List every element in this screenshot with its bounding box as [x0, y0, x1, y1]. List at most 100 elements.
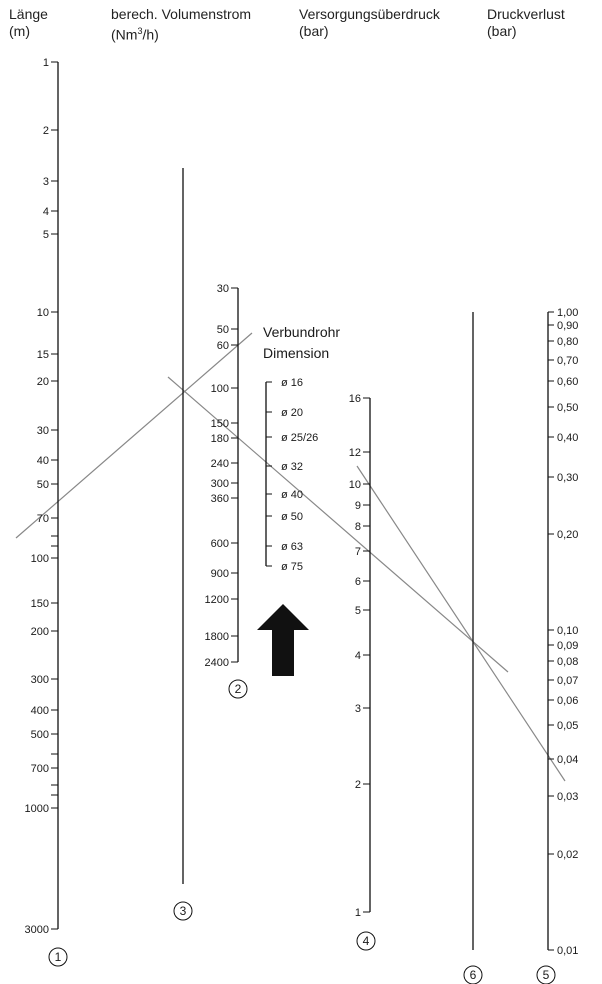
header-volumenstrom: berech. Volumenstrom (Nm3/h): [111, 6, 251, 44]
laenge-tick-label: 400: [31, 705, 49, 717]
druckverlust-tick-label: 0,10: [557, 625, 578, 637]
verbundrohr-subtitle: Dimension: [263, 345, 329, 361]
volumenstrom-tick-label: 300: [211, 478, 229, 490]
svg-text:5: 5: [543, 968, 550, 982]
laenge-tick-label: 100: [31, 553, 49, 565]
druckverlust-tick-label: 0,01: [557, 945, 578, 957]
ueberdruck-tick-label: 2: [355, 779, 361, 791]
volumenstrom-tick-label: 900: [211, 568, 229, 580]
svg-text:1: 1: [55, 950, 62, 964]
laenge-tick-label: 15: [37, 349, 49, 361]
ueberdruck-tick-label: 5: [355, 605, 361, 617]
druckverlust-tick-label: 0,60: [557, 376, 578, 388]
svg-text:6: 6: [470, 968, 477, 982]
example-line-3: [356, 465, 566, 782]
scale-number-1: 1: [48, 947, 68, 967]
laenge-tick-label: 40: [37, 455, 49, 467]
svg-text:4: 4: [363, 934, 370, 948]
volumenstrom-tick-label: 100: [211, 383, 229, 395]
druckverlust-tick-label: 0,07: [557, 675, 578, 687]
druckverlust-tick-label: 0,90: [557, 320, 578, 332]
druckverlust-tick-label: 0,70: [557, 355, 578, 367]
laenge-tick-label: 20: [37, 376, 49, 388]
header-volumenstrom-title: berech. Volumenstrom: [111, 6, 252, 22]
svg-text:2: 2: [235, 682, 242, 696]
ueberdruck-tick-label: 1: [355, 907, 361, 919]
svg-text:3: 3: [180, 904, 187, 918]
scale-number-6: 6: [463, 965, 483, 984]
volumenstrom-tick-label: 60: [217, 340, 229, 352]
ueberdruck-tick-label: 10: [349, 479, 361, 491]
volumenstrom-tick-label: 180: [211, 433, 229, 445]
header-druckverlust-unit: (bar): [487, 23, 517, 39]
volumenstrom-tick-label: 2400: [205, 657, 229, 669]
verbundrohr-size-label: ø 40: [281, 489, 303, 501]
volumenstrom-tick-label: 1800: [205, 631, 229, 643]
ueberdruck-tick-label: 16: [349, 393, 361, 405]
laenge-tick-label: 30: [37, 425, 49, 437]
volumenstrom-tick-label: 1200: [205, 594, 229, 606]
verbundrohr-size-label: ø 25/26: [281, 432, 318, 444]
druckverlust-tick-label: 0,02: [557, 849, 578, 861]
druckverlust-tick-label: 0,05: [557, 720, 578, 732]
druckverlust-tick-label: 0,03: [557, 791, 578, 803]
laenge-tick-label: 700: [31, 763, 49, 775]
druckverlust-tick-label: 0,20: [557, 529, 578, 541]
ueberdruck-tick-label: 12: [349, 447, 361, 459]
ueberdruck-tick-label: 7: [355, 546, 361, 558]
laenge-tick-label: 1000: [25, 803, 49, 815]
druckverlust-tick-label: 1,00: [557, 307, 578, 319]
header-druckverlust-title: Druckverlust: [487, 6, 565, 22]
ticks: [51, 61, 554, 951]
header-laenge: Länge (m): [9, 6, 48, 40]
verbundrohr-size-label: ø 63: [281, 541, 303, 553]
ueberdruck-tick-label: 3: [355, 703, 361, 715]
header-ueberdruck-title: Versorgungsüberdruck: [299, 6, 440, 22]
laenge-tick-label: 3: [43, 176, 49, 188]
volumenstrom-tick-label: 150: [211, 418, 229, 430]
verbundrohr-size-label: ø 75: [281, 561, 303, 573]
laenge-tick-label: 300: [31, 674, 49, 686]
druckverlust-tick-label: 0,80: [557, 336, 578, 348]
druckverlust-tick-label: 0,08: [557, 656, 578, 668]
volumenstrom-tick-label: 600: [211, 538, 229, 550]
laenge-tick-label: 2: [43, 125, 49, 137]
scale-number-2: 2: [228, 679, 248, 699]
up-arrow-icon: [257, 604, 309, 676]
verbundrohr-title: Verbundrohr: [263, 324, 340, 340]
scale-number-4: 4: [356, 931, 376, 951]
header-laenge-unit: (m): [9, 23, 30, 39]
ueberdruck-tick-label: 4: [355, 650, 361, 662]
ueberdruck-tick-label: 6: [355, 576, 361, 588]
example-lines: [15, 332, 566, 782]
druckverlust-tick-label: 0,30: [557, 472, 578, 484]
header-ueberdruck-unit: (bar): [299, 23, 329, 39]
verbundrohr-size-label: ø 32: [281, 461, 303, 473]
example-line-1: [15, 332, 253, 539]
axes: [57, 62, 549, 950]
laenge-tick-label: 500: [31, 729, 49, 741]
verbundrohr-size-label: ø 20: [281, 407, 303, 419]
scale-number-5: 5: [536, 965, 556, 984]
scale-number-3: 3: [173, 901, 193, 921]
laenge-tick-label: 3000: [25, 924, 49, 936]
laenge-tick-label: 200: [31, 626, 49, 638]
annotations: Verbundrohr Dimension: [257, 324, 340, 676]
header-ueberdruck: Versorgungsüberdruck (bar): [299, 6, 440, 40]
header-laenge-title: Länge: [9, 6, 48, 22]
volumenstrom-tick-label: 30: [217, 283, 229, 295]
druckverlust-tick-label: 0,04: [557, 754, 578, 766]
laenge-tick-label: 5: [43, 229, 49, 241]
druckverlust-tick-label: 0,50: [557, 402, 578, 414]
volumenstrom-tick-label: 360: [211, 493, 229, 505]
verbundrohr-size-label: ø 50: [281, 511, 303, 523]
scale-numbers: 1 2 3 4 5 6: [48, 679, 556, 984]
druckverlust-tick-label: 0,40: [557, 432, 578, 444]
laenge-tick-label: 150: [31, 598, 49, 610]
verbundrohr-size-label: ø 16: [281, 377, 303, 389]
example-line-2: [167, 376, 509, 673]
laenge-tick-label: 70: [37, 513, 49, 525]
ueberdruck-tick-label: 8: [355, 521, 361, 533]
header-druckverlust: Druckverlust (bar): [487, 6, 565, 40]
